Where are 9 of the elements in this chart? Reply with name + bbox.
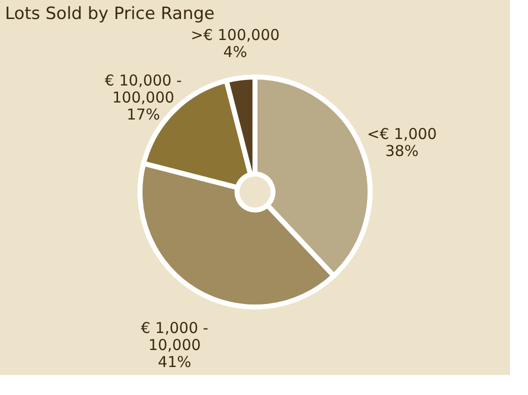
data-label: 38%: [385, 142, 419, 160]
data-label: 17%: [126, 105, 160, 124]
slice-label: € 1,000 - 10,000: [140, 318, 208, 354]
slice-label: <€ 1,000: [366, 124, 437, 143]
data-label: 4%: [223, 43, 248, 62]
chart-title: Lots Sold by Price Range: [5, 4, 215, 24]
data-label: 41%: [158, 352, 192, 371]
slice-label: € 10,000 - 100,000: [104, 71, 182, 106]
slice-label: >€ 100,000: [190, 26, 280, 44]
